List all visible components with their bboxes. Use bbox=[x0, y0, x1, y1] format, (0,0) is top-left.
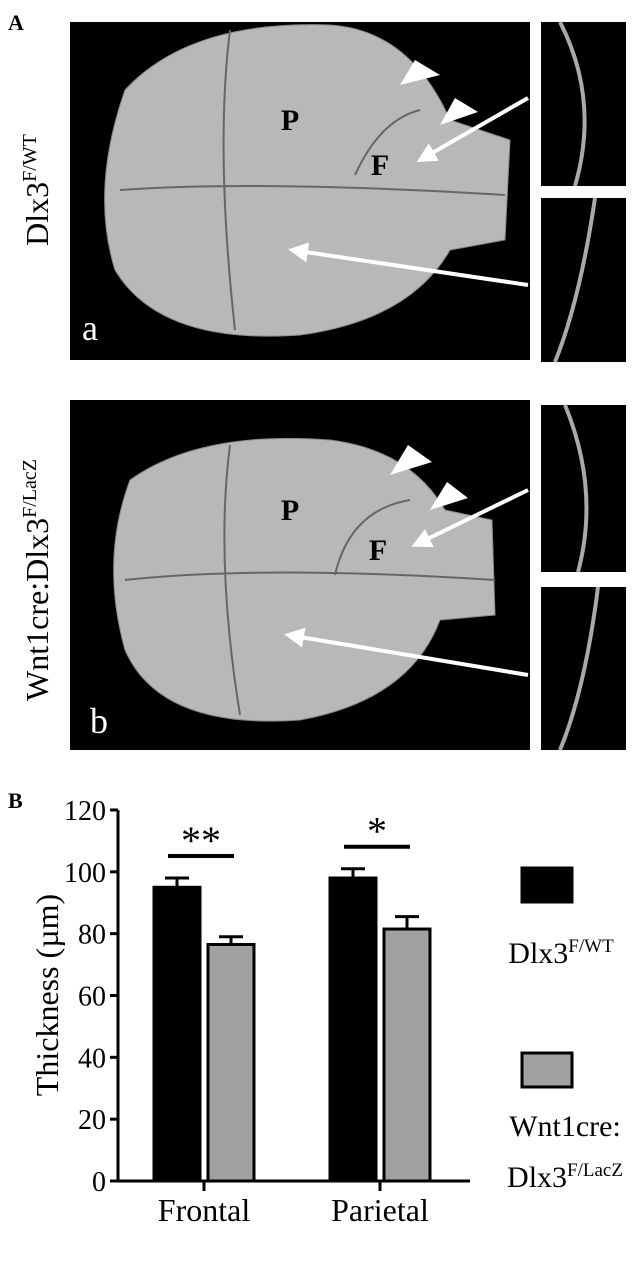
bar bbox=[152, 885, 202, 1183]
bone-label: P bbox=[281, 104, 299, 137]
y-tick-label: 40 bbox=[78, 1043, 106, 1074]
panel-label: B bbox=[8, 788, 23, 813]
significance-mark: * bbox=[367, 809, 387, 854]
image-letter: a bbox=[82, 308, 98, 348]
legend-sup: F/LacZ bbox=[567, 1160, 623, 1181]
legend-swatch bbox=[520, 866, 574, 904]
panel-label: A bbox=[8, 10, 24, 35]
bone-section bbox=[558, 586, 600, 751]
genotype-sup: F/WT bbox=[19, 134, 41, 182]
bone-label: F bbox=[369, 534, 387, 567]
arrow bbox=[411, 488, 529, 547]
legend-sup: F/WT bbox=[568, 936, 614, 957]
bone-section bbox=[553, 197, 597, 363]
y-tick-label: 20 bbox=[78, 1105, 106, 1136]
legend-label: Wnt1cre: Dlx3 bbox=[507, 1110, 621, 1194]
legend-text: Wnt1cre: Dlx3F/LacZ bbox=[500, 1105, 630, 1200]
x-tick-label: Parietal bbox=[331, 1192, 429, 1228]
legend-label: Dlx3 bbox=[508, 937, 569, 970]
y-tick-label: 100 bbox=[64, 858, 106, 889]
genotype-sup: F/LacZ bbox=[19, 459, 41, 518]
arrow bbox=[284, 627, 529, 677]
arrowhead bbox=[390, 445, 468, 510]
arrowhead bbox=[400, 60, 478, 125]
genotype-label: Wnt1cre:Dlx3F/LacZ bbox=[19, 459, 55, 701]
legend-text: Dlx3F/WT bbox=[486, 925, 636, 976]
y-tick-label: 60 bbox=[78, 982, 106, 1013]
genotype-label: Dlx3F/WT bbox=[19, 134, 55, 246]
bone-label: F bbox=[371, 149, 389, 182]
bone-label: P bbox=[281, 494, 299, 527]
bar bbox=[328, 876, 378, 1183]
inset-image bbox=[541, 198, 626, 362]
y-tick-label: 120 bbox=[64, 796, 106, 827]
bar bbox=[206, 942, 256, 1183]
y-tick-label: 0 bbox=[92, 1167, 106, 1198]
genotype: Dlx3 bbox=[19, 182, 55, 246]
significance-mark: ** bbox=[181, 818, 221, 863]
y-tick-label: 80 bbox=[78, 920, 106, 951]
x-tick-label: Frontal bbox=[158, 1192, 251, 1228]
suture bbox=[119, 29, 506, 331]
legend-swatch bbox=[520, 1051, 574, 1089]
skull bbox=[104, 24, 511, 337]
arrow bbox=[288, 242, 529, 287]
arrow bbox=[416, 96, 529, 162]
skull bbox=[113, 437, 496, 722]
y-axis-title: Thickness (µm) bbox=[29, 894, 65, 1096]
suture bbox=[124, 444, 496, 716]
bone-section bbox=[558, 21, 587, 187]
image-letter: b bbox=[90, 701, 108, 741]
bar bbox=[382, 927, 432, 1183]
genotype: Wnt1cre:Dlx3 bbox=[19, 518, 55, 701]
bone-section bbox=[563, 404, 589, 573]
